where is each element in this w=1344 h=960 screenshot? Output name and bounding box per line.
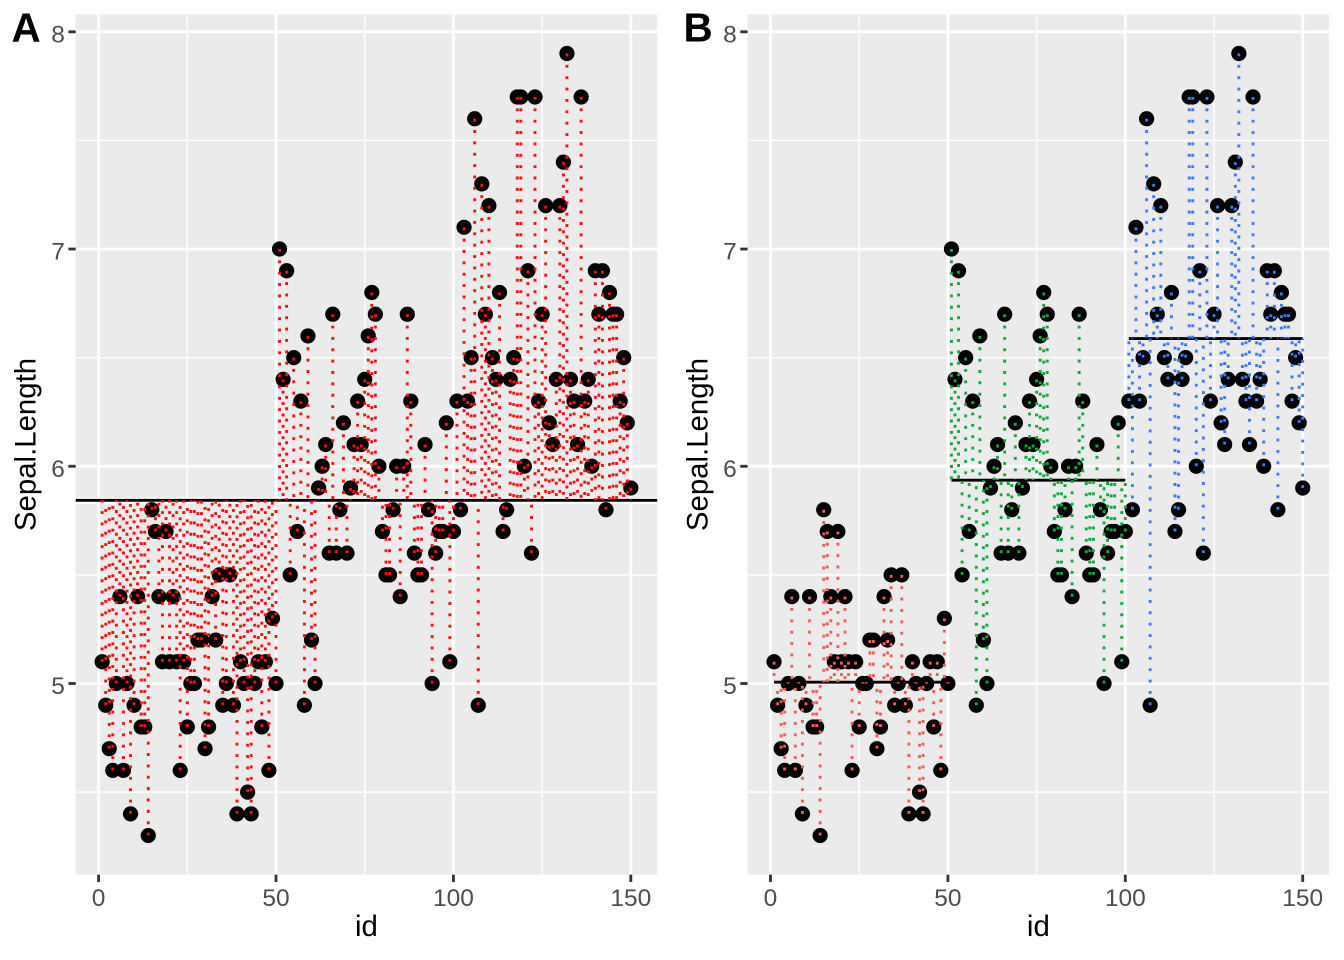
svg-text:Sepal.Length: Sepal.Length — [10, 358, 43, 531]
svg-text:5: 5 — [723, 673, 737, 700]
svg-text:6: 6 — [51, 456, 65, 483]
svg-text:B: B — [684, 5, 713, 51]
svg-text:0: 0 — [764, 885, 778, 912]
svg-text:id: id — [355, 910, 378, 943]
svg-text:7: 7 — [51, 239, 65, 266]
svg-text:8: 8 — [723, 21, 737, 48]
svg-text:7: 7 — [723, 239, 737, 266]
svg-text:100: 100 — [433, 885, 474, 912]
svg-text:Sepal.Length: Sepal.Length — [681, 358, 714, 531]
svg-text:id: id — [1027, 910, 1050, 943]
svg-text:6: 6 — [723, 456, 737, 483]
svg-text:A: A — [12, 5, 41, 51]
svg-text:150: 150 — [610, 885, 651, 912]
svg-text:8: 8 — [51, 21, 65, 48]
svg-text:5: 5 — [51, 673, 65, 700]
svg-text:150: 150 — [1282, 885, 1323, 912]
svg-text:50: 50 — [262, 885, 289, 912]
svg-text:100: 100 — [1105, 885, 1146, 912]
svg-text:0: 0 — [92, 885, 106, 912]
svg-text:50: 50 — [934, 885, 961, 912]
